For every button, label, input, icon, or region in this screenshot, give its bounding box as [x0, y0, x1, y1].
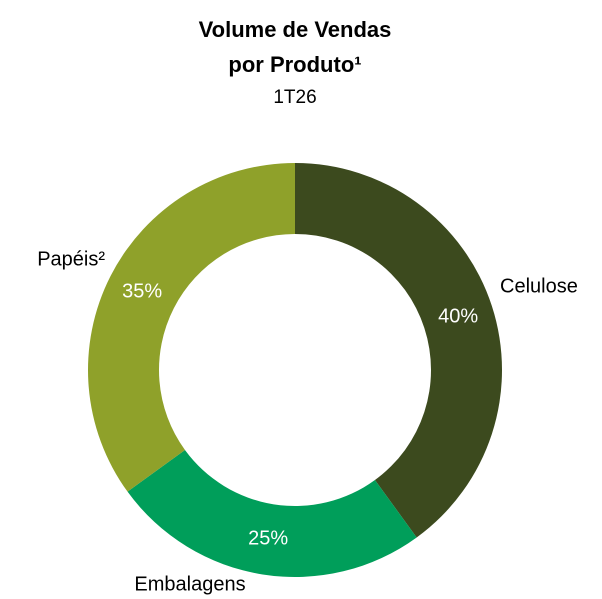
category-label: Embalagens — [134, 573, 245, 595]
category-label: Papéis² — [37, 248, 105, 270]
value-label: 35% — [122, 280, 162, 302]
value-label: 25% — [248, 528, 288, 550]
donut-segment — [295, 163, 502, 538]
chart-title: por Produto¹ — [228, 52, 361, 77]
category-label: Celulose — [500, 275, 578, 297]
chart-subtitle: 1T26 — [273, 87, 316, 108]
chart-title: Volume de Vendas — [199, 17, 392, 42]
donut-segment — [88, 163, 296, 492]
value-label: 40% — [438, 305, 478, 327]
donut-segment — [127, 449, 417, 577]
